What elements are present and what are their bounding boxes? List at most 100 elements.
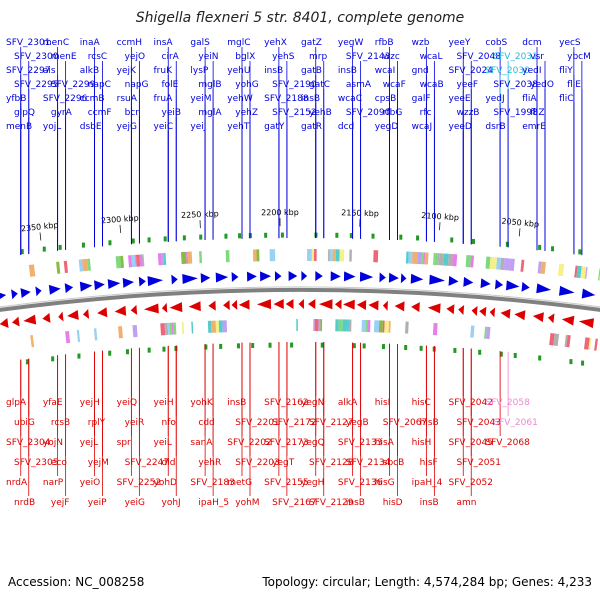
gene-label: SFV_2143 [346,52,390,62]
gene-label: lysP [190,66,209,76]
rna-mark [51,356,55,362]
gene-label: fliY [559,66,573,76]
gene-label: ybcM [567,52,591,62]
gene-label: yojN [43,438,63,448]
gene-label: alkB [80,66,99,76]
feature-block [78,259,84,272]
feature-block [314,319,319,332]
gene-label: cpsB [375,94,397,104]
feature-block [173,322,177,335]
gene-arrow [581,288,596,299]
gene-label: dcd [338,122,354,132]
feature-block [489,256,495,270]
gene-label: SFV_2152 [272,108,316,118]
gene-label: yeeF [457,80,479,90]
gene-arrow [536,283,552,294]
rna-mark [251,343,255,349]
gene-arrow [169,302,183,313]
gene-label: yeiJ [190,122,206,132]
kbp-tick-label: 2100 kbp [421,211,459,222]
gene-arrow [514,310,526,321]
gene-label: fliC [559,94,573,104]
gene-arrow [12,316,20,327]
gene-label: hisH [412,438,432,448]
gene-arrow [429,274,445,285]
rna-mark [290,342,294,348]
gene-label: yeiQ [117,398,137,408]
gene-arrow [171,274,178,285]
label-leader-lines [20,47,583,496]
gene-arrow [500,308,511,319]
gene-label: yehZ [235,108,258,118]
gene-label: yejH [80,398,100,408]
feature-block [537,261,542,274]
gene-arrow [42,312,51,323]
gene-label: SFV_2024 [449,66,494,76]
feature-block [225,250,230,263]
gene-label: yejM [88,458,109,468]
feature-block [269,249,274,262]
gene-arrow [463,276,474,287]
gene-label: mrp [309,52,327,62]
gene-arrow [334,299,342,310]
gene-label: cirA [162,52,180,62]
gene-label: hisG [375,478,395,488]
gene-label: wzb [412,38,430,48]
gene-label: inaA [80,38,101,48]
gene-label: SFV_2301 [6,38,50,48]
feature-block [65,330,71,344]
feature-block [63,260,68,274]
feature-block [222,320,228,333]
feature-block [215,320,220,333]
gene-label: insB [301,94,320,104]
rna-mark [131,238,135,244]
feature-block [115,256,122,269]
gene-arrow [446,304,455,315]
feature-block [470,325,475,338]
gene-label: SFV_2173 [264,438,308,448]
gene-label: yohG [235,80,259,90]
rna-mark [499,351,503,357]
rna-mark [25,359,29,365]
gene-label: ccmB [80,94,105,104]
feature-block [28,264,36,277]
feature-block [388,320,391,333]
gene-label: yegN [301,398,324,408]
gene-label: SFV_2296 [43,94,88,104]
feature-block [181,322,185,335]
gene-label: napG [125,80,149,90]
feature-block [187,251,193,264]
feature-block [432,322,438,336]
gene-arrow [480,278,491,289]
gene-arrow [558,285,575,296]
kbp-tick-label: 2250 kbp [181,209,219,220]
rna-mark [162,346,166,352]
gene-arrow [107,279,121,290]
gene-label: yeiP [88,498,107,508]
gene-arrow [130,304,138,315]
gene-label: nrdB [14,498,35,508]
gene-arrow [388,272,399,283]
rna-mark [182,235,186,241]
feature-block [580,266,587,279]
feature-block [56,261,61,274]
gene-arrow [494,279,504,290]
gene-label: yegT [272,458,295,468]
gene-arrow [23,314,37,325]
feature-block [128,255,133,268]
gene-label: rsuA [117,94,138,104]
gene-label: ais [43,66,56,76]
gene-label: SFV_2203 [235,458,279,468]
gene-arrow [471,305,478,316]
feature-block [207,320,212,333]
feature-block [485,326,491,340]
gene-label: yegH [301,478,324,488]
kbp-tick [119,224,121,233]
feature-block [500,257,505,271]
gene-arrow [138,276,146,287]
gene-label: metG [227,478,252,488]
kbp-scale: 2350 kbp 2300 kbp 2250 kbp 2200 kbp 2150 kbp… [20,208,539,241]
forward-category-blocks [28,249,600,281]
gene-label: insA [154,38,174,48]
